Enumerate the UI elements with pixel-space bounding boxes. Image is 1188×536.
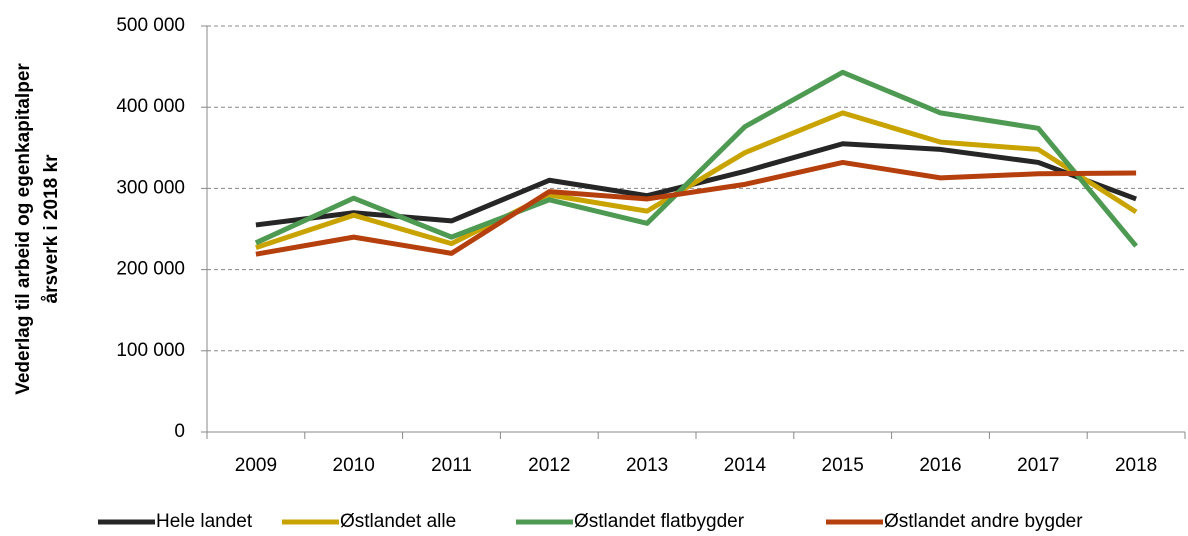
y-tick-label: 100 000 — [116, 340, 185, 361]
series-line — [254, 69, 1139, 248]
y-tick-label: 200 000 — [116, 259, 185, 280]
y-tick-label: 0 — [174, 421, 185, 442]
x-tick-label: 2018 — [1115, 455, 1157, 476]
y-tick-label: 300 000 — [116, 177, 185, 198]
x-tick-label: 2011 — [431, 455, 472, 476]
x-tick-label: 2009 — [235, 455, 277, 476]
x-tick-label: 2016 — [919, 455, 961, 476]
legend-label: Østlandet alle — [340, 511, 456, 532]
x-tick-label: 2013 — [626, 455, 668, 476]
x-tick-label: 2010 — [333, 455, 375, 476]
x-tick-label: 2015 — [822, 455, 864, 476]
y-axis-label: årsverk i 2018 kr — [41, 154, 62, 304]
x-tick-label: 2012 — [528, 455, 570, 476]
x-tick-label: 2017 — [1017, 455, 1059, 476]
legend-label: Hele landet — [156, 511, 253, 532]
series-line — [255, 110, 1138, 251]
y-tick-label: 400 000 — [116, 96, 185, 117]
y-axis-label: Vederlag til arbeid og egenkapitalper — [13, 63, 34, 395]
series-line — [255, 159, 1137, 257]
legend-label: Østlandet andre bygder — [884, 511, 1083, 532]
y-tick-label: 500 000 — [116, 15, 185, 36]
x-tick-label: 2014 — [724, 455, 767, 476]
legend-label: Østlandet flatbygder — [574, 511, 745, 532]
